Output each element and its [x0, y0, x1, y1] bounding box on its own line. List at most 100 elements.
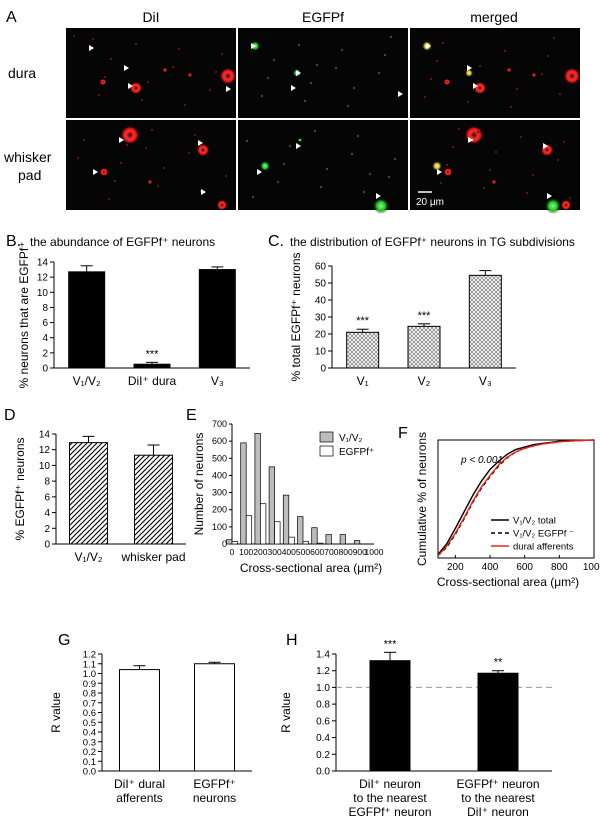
background-speckle: [558, 92, 562, 96]
bar-v1v2: [297, 516, 304, 545]
background-speckle: [193, 133, 197, 137]
y-axis-label: R value: [49, 692, 63, 733]
y-tick-label: 1.0: [83, 669, 96, 680]
background-speckle: [429, 77, 433, 81]
arrowhead-marker: [376, 193, 381, 199]
background-speckle: [309, 81, 313, 85]
row-label-whisker-pad-line2: pad: [18, 167, 41, 183]
arrowhead-marker: [119, 137, 124, 143]
background-speckle: [107, 197, 111, 201]
y-tick-label: 600: [212, 436, 227, 446]
y-tick-label: 0: [320, 364, 326, 375]
y-tick-label: 1.1: [83, 659, 96, 670]
background-speckle: [340, 48, 344, 52]
background-speckle: [435, 59, 439, 63]
y-axis-label: % total EGFPf⁺ neurons: [289, 252, 303, 381]
y-tick-label: 12: [39, 445, 51, 456]
y-tick-label: 10: [315, 347, 327, 358]
x-tick-label: 400: [282, 547, 296, 557]
y-tick-label: 10: [39, 461, 51, 472]
x-axis-label: Cross-sectional area (μm²): [240, 561, 382, 575]
x-tick-label: 100: [239, 547, 253, 557]
panel-d-percent-chart: D 0 2 4 6 8 10 12 14 % EGFPf⁺ neurons V₁/V₂ whiske…: [4, 407, 186, 564]
arrowhead-marker: [398, 91, 403, 97]
arrowhead-marker: [296, 143, 301, 149]
panel-letter-g: G: [58, 632, 70, 649]
y-tick-label: 0.2: [316, 750, 330, 761]
y-tick-label: 1.2: [316, 666, 330, 677]
arrowhead-marker: [437, 169, 442, 175]
x-tick-label: 900: [353, 547, 367, 557]
y-tick-label: 1.4: [316, 650, 330, 661]
bar: [477, 672, 519, 772]
background-speckle: [387, 175, 391, 179]
p-value-annotation: p < 0.001: [460, 455, 503, 466]
panel-a: A DiI EGFPf merged dura whisker pad 20 μ…: [3, 9, 580, 214]
background-speckle: [383, 53, 387, 57]
background-speckle: [109, 57, 113, 61]
arrowhead-marker: [124, 65, 129, 71]
background-speckle: [266, 76, 270, 80]
y-tick-label: 8: [44, 477, 50, 488]
panel-letter-f: F: [398, 425, 408, 442]
background-speckle: [113, 179, 117, 183]
panel-letter-h: H: [286, 632, 298, 649]
background-speckle: [313, 129, 317, 133]
green-neuron: [298, 138, 302, 142]
legend-label: dural afferents: [513, 542, 574, 553]
background-speckle: [439, 181, 443, 185]
arrowhead-marker: [296, 70, 301, 76]
arrowhead-marker: [468, 137, 473, 143]
y-tick-label: 0.8: [83, 689, 96, 700]
background-speckle: [445, 163, 449, 167]
background-speckle: [72, 34, 76, 38]
green-neuron: [373, 198, 389, 214]
background-speckle: [494, 150, 498, 154]
x-tick-label: 700: [324, 547, 338, 557]
background-speckle: [76, 156, 80, 160]
red-neuron: [217, 200, 227, 210]
background-speckle: [488, 168, 492, 172]
y-tick-label: 700: [212, 419, 227, 429]
legend-label-egfpf: EGFPf⁺: [339, 447, 374, 458]
y-tick-label: 1.0: [316, 683, 330, 694]
background-speckle: [451, 145, 455, 149]
chart-title: the distribution of EGFPf⁺ neurons in TG…: [290, 235, 575, 249]
y-axis-label: R value: [279, 692, 293, 733]
x-tick-label: 300: [268, 547, 282, 557]
background-speckle: [144, 146, 148, 150]
x-tick-label: 0: [230, 547, 235, 557]
background-speckle: [134, 42, 138, 46]
panel-letter-b: B.: [6, 233, 21, 250]
y-tick-label: 0.4: [83, 728, 96, 739]
category-label: DiI⁺ neuron: [467, 805, 529, 819]
background-speckle: [103, 75, 107, 79]
column-label-dii: DiI: [142, 9, 159, 25]
background-speckle: [393, 157, 397, 161]
panel-c-distribution-chart: C. the distribution of EGFPf⁺ neurons in…: [268, 233, 575, 388]
x-tick-label: 400: [482, 562, 499, 573]
category-label: V₁/V₂: [74, 550, 102, 564]
background-speckle: [183, 103, 187, 107]
red-neuron: [100, 79, 106, 85]
arrowhead-marker: [291, 85, 296, 91]
significance-mark: **: [494, 657, 503, 669]
y-tick-label: 14: [37, 258, 49, 269]
bar-v1v2: [282, 494, 290, 545]
background-speckle: [389, 35, 393, 39]
category-label: DiI⁺ dural: [114, 777, 165, 791]
background-speckle: [146, 80, 150, 84]
category-label: to the nearest: [353, 791, 427, 805]
bar: [69, 442, 108, 545]
bar: [119, 669, 160, 772]
arrowhead-marker: [543, 143, 548, 149]
background-speckle: [119, 161, 123, 165]
background-speckle: [519, 135, 523, 139]
category-label: EGFPf⁺ neuron: [348, 805, 431, 819]
red-neuron: [492, 180, 496, 184]
y-tick-label: 2: [42, 348, 48, 359]
y-tick-label: 0.1: [83, 757, 96, 768]
bar-v1v2: [339, 534, 346, 545]
